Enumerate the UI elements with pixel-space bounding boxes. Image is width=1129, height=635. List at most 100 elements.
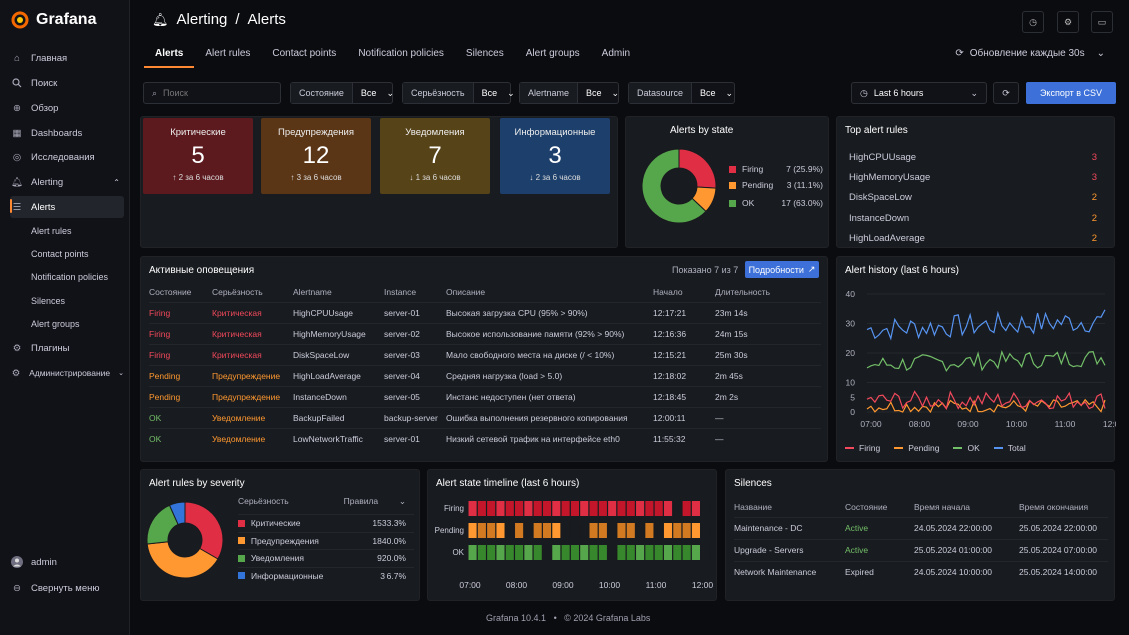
table-row[interactable]: OK Уведомление LowNetworkTraffic server-01 Н… — [149, 427, 821, 449]
timeline-cell[interactable] — [682, 523, 691, 538]
timeline-cell[interactable] — [654, 545, 663, 560]
legend-pending[interactable]: Pending — [894, 443, 939, 453]
severity-row[interactable]: Критические 15 33.3% — [238, 514, 414, 532]
timeline-cell[interactable] — [598, 545, 607, 560]
timeline-cell[interactable] — [570, 523, 579, 538]
severity-row[interactable]: Уведомления 9 20.0% — [238, 549, 414, 567]
timeline-cell[interactable] — [515, 501, 524, 516]
alertname-filter[interactable]: Alertname Все ⌄ — [519, 82, 619, 104]
col-duration[interactable]: Длительность — [715, 287, 771, 298]
col-name[interactable]: Название — [734, 502, 772, 513]
settings-button[interactable]: ⚙︎ — [1057, 11, 1079, 33]
timeline-cell[interactable] — [701, 545, 710, 560]
series-line-firing[interactable] — [866, 390, 1106, 411]
timeline-cell[interactable] — [524, 523, 533, 538]
timeline-cell[interactable] — [524, 545, 533, 560]
timeline-cell[interactable] — [701, 501, 710, 516]
timeline-cell[interactable] — [533, 501, 542, 516]
timeline-cell[interactable] — [626, 545, 635, 560]
table-row[interactable]: Upgrade - Servers Active 25.05.2024 01:00:… — [734, 538, 1108, 561]
table-row[interactable]: Maintenance - DC Active 24.05.2024 22:00:0… — [734, 516, 1108, 539]
severity-row[interactable]: Информационные 3 6.7% — [238, 566, 414, 585]
legend-pending[interactable]: Pending 3 (11.1%) — [729, 177, 823, 193]
nav-sub-alert-groups[interactable]: Alert groups — [31, 319, 80, 329]
refresh-interval[interactable]: ⟳ Обновление каждые 30s ⌄ — [955, 48, 1105, 59]
monitor-button[interactable]: ▭ — [1091, 11, 1113, 33]
timeline-cell[interactable] — [617, 523, 626, 538]
stat-critical[interactable]: Критические 5 ↑ 2 за 6 часов — [143, 118, 253, 194]
nav-search[interactable]: Поиск — [10, 73, 124, 93]
nav-admin[interactable]: ⚙︎ Администрирование ⌄ — [10, 363, 124, 383]
timeline-cell[interactable] — [608, 523, 617, 538]
legend-total[interactable]: Total — [993, 443, 1026, 453]
col-severity[interactable]: Серьёзность — [238, 496, 289, 506]
timeline-cell[interactable] — [477, 501, 486, 516]
timeline-cell[interactable] — [580, 545, 589, 560]
tab-silences[interactable]: Silences — [465, 48, 504, 59]
export-csv-button[interactable]: Экспорт в CSV — [1026, 82, 1116, 104]
timeline-cell[interactable] — [542, 545, 552, 560]
timeline-cell[interactable] — [505, 545, 514, 560]
timeline-cell[interactable] — [663, 501, 673, 516]
col-start[interactable]: Начало — [653, 287, 683, 298]
severity-filter[interactable]: Серьёзность Все ⌄ — [402, 82, 515, 104]
nav-dashboards[interactable]: ▦ Dashboards — [10, 123, 124, 143]
timeline-cell[interactable] — [552, 501, 561, 516]
timeline-cell[interactable] — [663, 545, 673, 560]
table-row[interactable]: Pending Предупреждение InstanceDown server-… — [149, 385, 821, 407]
tab-notification-policies[interactable]: Notification policies — [358, 48, 444, 59]
timeline-cell[interactable] — [617, 545, 626, 560]
top-rule-item[interactable]: HighLoadAverage 2 — [849, 228, 1105, 248]
table-row[interactable]: OK Уведомление BackupFailed backup-server Ош… — [149, 406, 821, 428]
timeline-cell[interactable] — [505, 501, 514, 516]
details-button[interactable]: Подробности ↗ — [745, 261, 819, 278]
timeline-cell[interactable] — [636, 545, 645, 560]
state-filter[interactable]: Состояние Все ⌄ — [290, 82, 394, 104]
donut-slice-firing[interactable] — [678, 148, 717, 189]
stat-warning[interactable]: Предупреждения 12 ↑ 3 за 6 часов — [261, 118, 371, 194]
timeline-cell[interactable] — [645, 523, 654, 538]
timeline-cell[interactable] — [589, 501, 598, 516]
timeline-cell[interactable] — [589, 523, 598, 538]
legend-firing[interactable]: Firing — [845, 443, 880, 453]
timeline-cell[interactable] — [645, 501, 654, 516]
timeline-cell[interactable] — [468, 545, 477, 560]
timeline-cell[interactable] — [561, 501, 570, 516]
timeline-cell[interactable] — [533, 545, 542, 560]
tab-alert-rules[interactable]: Alert rules — [205, 48, 251, 59]
timeline-cell[interactable] — [636, 523, 645, 538]
timeline-cell[interactable] — [468, 501, 477, 516]
timeline-cell[interactable] — [598, 523, 607, 538]
col-state[interactable]: Состояние — [845, 502, 888, 513]
timeline-cell[interactable] — [477, 545, 486, 560]
timeline-cell[interactable] — [654, 501, 663, 516]
timeline-cell[interactable] — [617, 501, 626, 516]
timeline-cell[interactable] — [468, 523, 477, 538]
sort-icon[interactable]: ⌄ — [398, 496, 406, 506]
stat-info[interactable]: Информационные 3 ↓ 2 за 6 часов — [500, 118, 610, 194]
nav-alerting[interactable]: 🔔︎ Alerting ⌃ — [10, 172, 124, 192]
col-alertname[interactable]: Alertname — [293, 287, 332, 298]
donut-slice-ok[interactable] — [641, 148, 707, 224]
timeline-cell[interactable] — [673, 545, 682, 560]
timeline-cell[interactable] — [487, 545, 496, 560]
tab-contact-points[interactable]: Contact points — [272, 48, 337, 59]
severity-row[interactable]: Предупреждения 18 40.0% — [238, 531, 414, 550]
timeline-cell[interactable] — [608, 501, 617, 516]
donut-slice-критические[interactable] — [184, 501, 224, 560]
nav-sub-alert-rules[interactable]: Alert rules — [31, 226, 72, 236]
timeline-cell[interactable] — [487, 501, 496, 516]
timeline-cell[interactable] — [552, 545, 561, 560]
col-description[interactable]: Описание — [446, 287, 486, 298]
timeline-cell[interactable] — [663, 523, 673, 538]
timeline-cell[interactable] — [570, 501, 579, 516]
timeline-cell[interactable] — [598, 501, 607, 516]
legend-firing[interactable]: Firing 7 (25.9%) — [729, 161, 823, 177]
timeline-cell[interactable] — [496, 501, 505, 516]
table-row[interactable]: Firing Критическая HighCPUUsage server-01 Вы… — [149, 301, 821, 323]
nav-explore[interactable]: ◎ Исследования — [10, 147, 124, 167]
col-start[interactable]: Время начала — [914, 502, 971, 513]
top-rule-item[interactable]: InstanceDown 2 — [849, 208, 1105, 228]
series-line-pending[interactable] — [866, 398, 1106, 414]
timeline-cell[interactable] — [561, 545, 570, 560]
